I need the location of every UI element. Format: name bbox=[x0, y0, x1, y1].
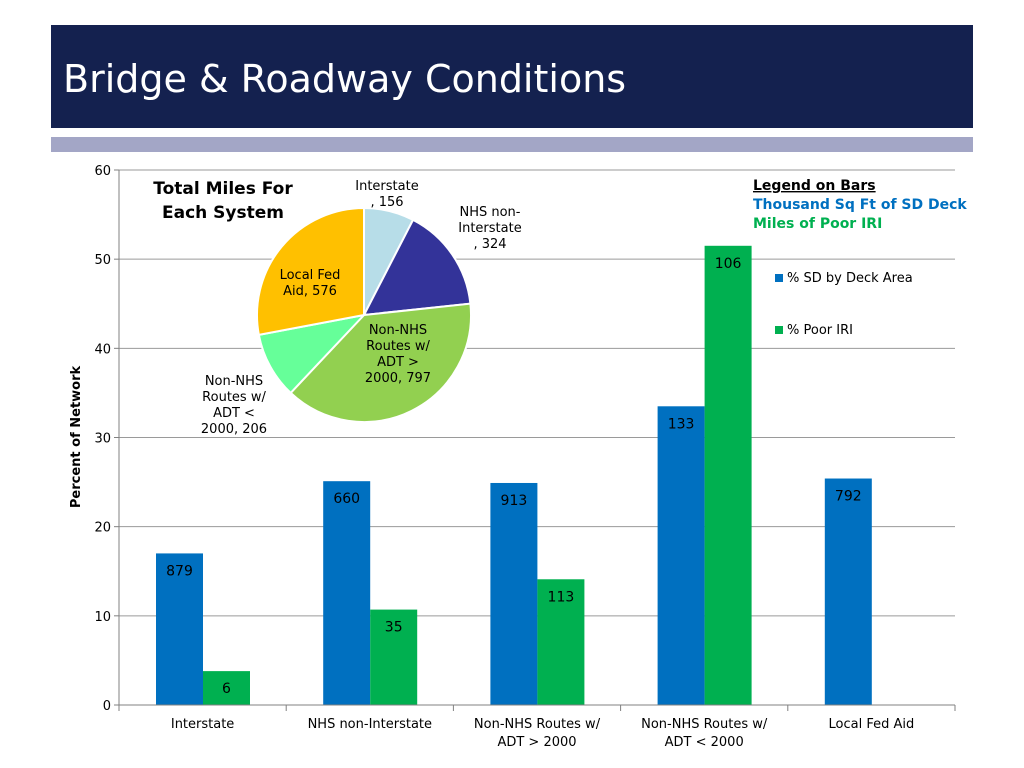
bars bbox=[156, 245, 872, 705]
x-tick-label: Non-NHS Routes w/ADT < 2000 bbox=[641, 717, 768, 750]
bar-poor-iri bbox=[704, 245, 752, 705]
x-tick-label: Non-NHS Routes w/ADT > 2000 bbox=[474, 717, 601, 750]
bar-data-label: 106 bbox=[715, 256, 742, 272]
pie-slice bbox=[362, 218, 472, 317]
y-axis-label: Percent of Network bbox=[69, 365, 84, 508]
pie-title-line2: Each System bbox=[162, 203, 284, 223]
y-tick-label: 0 bbox=[103, 699, 111, 714]
y-tick-label: 50 bbox=[94, 253, 111, 268]
y-tick-label: 10 bbox=[94, 610, 111, 625]
pie-title-line1: Total Miles For bbox=[153, 179, 293, 199]
bar-data-label: 660 bbox=[333, 491, 360, 507]
x-tick-label: Interstate bbox=[171, 717, 234, 732]
pie-slice-label: NHS non-Interstate, 324 bbox=[458, 205, 521, 252]
annotation-line1: Thousand Sq Ft of SD Deck bbox=[753, 197, 967, 213]
legend-label: % SD by Deck Area bbox=[787, 271, 913, 286]
pie-slice-label: Local Fed Aid, 576 bbox=[280, 268, 341, 299]
bar-data-label: 133 bbox=[668, 416, 695, 432]
bar-data-label: 792 bbox=[835, 489, 862, 505]
bar-sd-deck bbox=[490, 482, 538, 705]
bar-data-label: 113 bbox=[548, 589, 575, 605]
bar-data-label: 879 bbox=[166, 563, 193, 579]
bar-sd-deck bbox=[824, 478, 872, 705]
x-tick-label: Local Fed Aid bbox=[829, 717, 915, 732]
accent-strip bbox=[51, 137, 973, 152]
axes: 0 10 20 30 40 50 60 Interstate NHS non-Interstat… bbox=[94, 164, 956, 750]
bar-sd-deck bbox=[156, 553, 203, 705]
bar-poor-iri bbox=[203, 671, 250, 705]
bar-poor-iri bbox=[370, 609, 418, 705]
y-tick-label: 30 bbox=[94, 432, 111, 447]
legend-swatch bbox=[775, 326, 783, 334]
y-tick-label: 60 bbox=[94, 164, 111, 179]
pie-slice-label: Non-NHS Routes w/ADT >2000, 797 bbox=[365, 323, 431, 386]
slide-title: Bridge & Roadway Conditions bbox=[63, 57, 627, 101]
pie-slice-label: Interstate, 156 bbox=[355, 179, 418, 210]
x-tick-label: NHS non-Interstate bbox=[308, 717, 432, 732]
legend-swatch bbox=[775, 274, 783, 282]
bar-data-label: 6 bbox=[222, 681, 231, 697]
legend-label: % Poor IRI bbox=[787, 323, 853, 338]
title-bar: Bridge & Roadway Conditions bbox=[51, 25, 973, 128]
annotation-heading: Legend on Bars bbox=[753, 178, 876, 194]
y-tick-label: 20 bbox=[94, 521, 111, 536]
annotation-line2: Miles of Poor IRI bbox=[753, 216, 882, 232]
pie-chart: Interstate, 156 NHS non-Interstate, 324 No… bbox=[201, 179, 522, 437]
pie-slice bbox=[256, 206, 365, 337]
y-tick-label: 40 bbox=[94, 342, 111, 357]
bar-sd-deck bbox=[323, 481, 371, 705]
bar-data-label: 35 bbox=[385, 620, 403, 636]
pie-slice bbox=[289, 302, 472, 423]
bar-data-label: 913 bbox=[501, 493, 528, 509]
bar-poor-iri bbox=[537, 579, 585, 705]
bar-data-labels: 879 660 913 133 792 6 35 113 106 bbox=[166, 256, 862, 697]
bar-sd-deck bbox=[657, 406, 705, 705]
pie-slice-label: Non-NHS Routes w/ADT <2000, 206 bbox=[201, 374, 267, 437]
legend: % SD by Deck Area % Poor IRI bbox=[775, 271, 913, 338]
